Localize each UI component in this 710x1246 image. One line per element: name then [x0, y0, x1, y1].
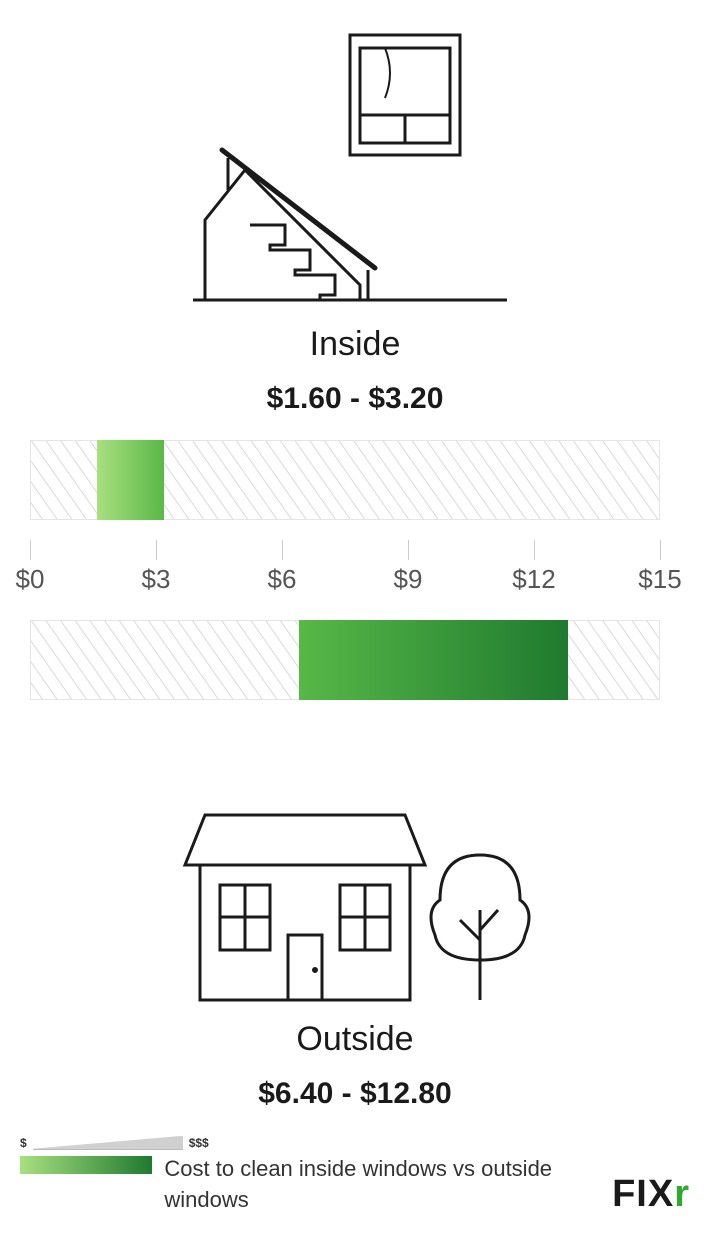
outside-range-fill: [299, 620, 568, 700]
axis-tick-label: $0: [16, 564, 45, 595]
legend: $ $$$ Cost to clean inside windows vs ou…: [20, 1136, 560, 1216]
axis-tick: [660, 540, 661, 560]
inside-illustration-icon: [190, 30, 510, 310]
axis-tick: [408, 540, 409, 560]
brand-logo: FIXr: [612, 1173, 690, 1216]
inside-bar: [30, 440, 660, 520]
axis-tick-label: $3: [142, 564, 171, 595]
price-axis: $0$3$6$9$12$15: [30, 540, 660, 600]
inside-range-fill: [97, 440, 164, 520]
axis-tick: [534, 540, 535, 560]
outside-price: $6.40 - $12.80: [0, 1077, 710, 1111]
axis-tick: [282, 540, 283, 560]
axis-tick-label: $15: [638, 564, 681, 595]
outside-label: Outside: [0, 1020, 710, 1059]
axis-tick-label: $6: [268, 564, 297, 595]
outside-bar: [30, 620, 660, 700]
axis-tick-label: $12: [512, 564, 555, 595]
axis-tick-label: $9: [394, 564, 423, 595]
inside-price: $1.60 - $3.20: [0, 382, 710, 416]
axis-tick: [156, 540, 157, 560]
outside-illustration-icon: [180, 790, 540, 1010]
legend-wedge-icon: [33, 1136, 183, 1150]
axis-tick: [30, 540, 31, 560]
legend-text: Cost to clean inside windows vs outside …: [164, 1154, 560, 1216]
legend-gradient-icon: [20, 1156, 152, 1174]
legend-high-symbol: $$$: [189, 1136, 209, 1150]
inside-label: Inside: [0, 325, 710, 364]
legend-low-symbol: $: [20, 1136, 27, 1150]
